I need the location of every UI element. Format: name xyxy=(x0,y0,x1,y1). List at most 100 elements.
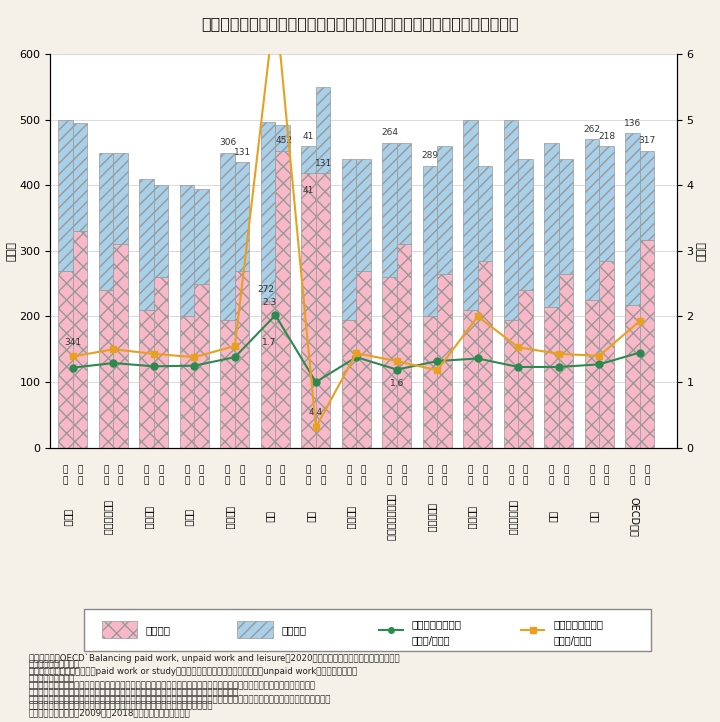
Text: 「有償労働」は，「有償労働（すべての仕事）」，「通勤・通学」，「授業や講義・学校での活動等」，「調査・: 「有償労働」は，「有償労働（すべての仕事）」，「通勤・通学」，「授業や講義・学校… xyxy=(29,681,315,690)
Text: 女
性: 女 性 xyxy=(589,466,595,485)
Text: 1.6: 1.6 xyxy=(390,380,404,388)
Text: 男
性: 男 性 xyxy=(482,466,487,485)
Text: 5.5: 5.5 xyxy=(0,721,1,722)
Bar xyxy=(437,146,452,274)
Text: 男
性: 男 性 xyxy=(199,466,204,485)
Bar xyxy=(235,162,249,271)
Bar xyxy=(625,133,640,305)
Bar xyxy=(356,271,371,448)
Text: 男
性: 男 性 xyxy=(361,466,366,485)
Bar xyxy=(316,173,330,448)
Text: 41: 41 xyxy=(303,186,315,195)
Text: 無償労働の男女比: 無償労働の男女比 xyxy=(553,619,603,630)
Bar xyxy=(114,244,128,448)
Text: 男
性: 男 性 xyxy=(78,466,83,485)
Bar xyxy=(316,87,330,173)
Text: 131: 131 xyxy=(315,159,332,168)
Bar xyxy=(559,274,573,448)
Bar xyxy=(180,186,194,316)
Text: 男
性: 男 性 xyxy=(563,466,569,485)
Bar xyxy=(544,307,559,448)
Bar xyxy=(518,159,533,290)
Text: ３．調査は，2009年～2018年の間に実施している。: ３．調査は，2009年～2018年の間に実施している。 xyxy=(29,708,190,718)
Text: 事関連活動のための移動」，「その他の無償労働」の時間の合計。: 事関連活動のための移動」，「その他の無償労働」の時間の合計。 xyxy=(29,702,213,710)
Bar xyxy=(478,261,492,448)
Text: 272: 272 xyxy=(258,285,275,294)
Text: 女
性: 女 性 xyxy=(468,466,473,485)
Bar xyxy=(599,261,613,448)
Text: ノルウェー: ノルウェー xyxy=(427,503,437,532)
Text: 女
性: 女 性 xyxy=(266,466,271,485)
Text: 男
性: 男 性 xyxy=(320,466,326,485)
Bar xyxy=(140,179,154,310)
Text: 女
性: 女 性 xyxy=(428,466,433,485)
Text: スペイン: スペイン xyxy=(468,505,478,529)
Text: 女
性: 女 性 xyxy=(184,466,190,485)
Bar xyxy=(73,123,87,231)
Bar xyxy=(585,139,599,300)
Text: フランス: フランス xyxy=(144,505,154,529)
Bar xyxy=(154,277,168,448)
Bar xyxy=(302,173,316,448)
Text: 218: 218 xyxy=(598,131,615,141)
Text: 317: 317 xyxy=(639,136,656,145)
Text: OECD全体: OECD全体 xyxy=(630,497,640,537)
Bar xyxy=(423,165,437,316)
Bar xyxy=(58,120,73,271)
Text: 男
性: 男 性 xyxy=(644,466,649,485)
Text: オランダ: オランダ xyxy=(346,505,356,529)
Bar xyxy=(99,152,114,290)
Text: 時間。: 時間。 xyxy=(29,674,75,683)
Bar xyxy=(302,146,316,173)
Text: 41: 41 xyxy=(303,131,315,141)
Text: 宿題」，「求職活動」，「その他の有償労働・学業関連行動」の時間の合計。: 宿題」，「求職活動」，「その他の有償労働・学業関連行動」の時間の合計。 xyxy=(29,688,238,697)
Bar xyxy=(599,146,613,261)
Bar xyxy=(640,151,654,240)
Text: フィンランド: フィンランド xyxy=(104,500,114,535)
Text: 男
性: 男 性 xyxy=(280,466,285,485)
Bar xyxy=(504,120,518,320)
Text: 1.7: 1.7 xyxy=(263,338,276,347)
Bar xyxy=(342,159,356,320)
Text: 「無償労働」は，「日常の家事」，「買い物」，「世帯員のケア」，「非世帯員のケア」，「ボランティア活動」，「家: 「無償労働」は，「日常の家事」，「買い物」，「世帯員のケア」，「非世帯員のケア」… xyxy=(29,695,331,704)
Text: 2.3: 2.3 xyxy=(263,298,276,308)
Bar xyxy=(625,305,640,448)
Text: ドイツ: ドイツ xyxy=(184,508,194,526)
Text: 女
性: 女 性 xyxy=(306,466,311,485)
Text: ニュージーランド: ニュージーランド xyxy=(387,494,397,541)
Text: 男
性: 男 性 xyxy=(240,466,245,485)
Bar xyxy=(397,244,411,448)
Bar xyxy=(220,152,235,320)
Bar xyxy=(114,152,128,244)
Bar xyxy=(140,310,154,448)
Text: イタリア: イタリア xyxy=(225,505,235,529)
Bar xyxy=(504,320,518,448)
Text: 262: 262 xyxy=(583,125,600,134)
Text: （備考）１．OECD`Balancing paid work, unpaid work and leisure（2020）をもとに，内閣府男女共同参画局に: （備考）１．OECD`Balancing paid work, unpaid w… xyxy=(29,653,399,663)
Bar xyxy=(397,143,411,244)
Text: ２．有償労働は，「paid work or study」に該当する生活時間，無償労働は「unpaid work」に該当する生活: ２．有償労働は，「paid work or study」に該当する生活時間，無償… xyxy=(29,667,357,677)
Bar xyxy=(356,159,371,271)
Bar xyxy=(154,186,168,277)
Text: 男
性: 男 性 xyxy=(158,466,164,485)
Bar xyxy=(342,320,356,448)
Text: 264: 264 xyxy=(381,129,398,137)
Bar xyxy=(194,284,209,448)
Bar xyxy=(261,122,275,301)
Text: 女
性: 女 性 xyxy=(104,466,109,485)
FancyBboxPatch shape xyxy=(102,622,137,638)
Text: 有償労働: 有償労働 xyxy=(145,625,171,635)
Text: 米国: 米国 xyxy=(589,511,599,523)
Text: 無償労働: 無償労働 xyxy=(282,625,307,635)
Bar xyxy=(585,300,599,448)
Y-axis label: （倍）: （倍） xyxy=(696,241,706,261)
Text: 男
性: 男 性 xyxy=(604,466,609,485)
Text: 289: 289 xyxy=(421,152,438,160)
Text: 女
性: 女 性 xyxy=(630,466,635,485)
Text: 女
性: 女 性 xyxy=(63,466,68,485)
Bar xyxy=(463,310,478,448)
Text: スウェーデン: スウェーデン xyxy=(508,500,518,535)
Text: 男
性: 男 性 xyxy=(401,466,407,485)
Bar xyxy=(194,188,209,284)
Y-axis label: （分）: （分） xyxy=(6,241,17,261)
